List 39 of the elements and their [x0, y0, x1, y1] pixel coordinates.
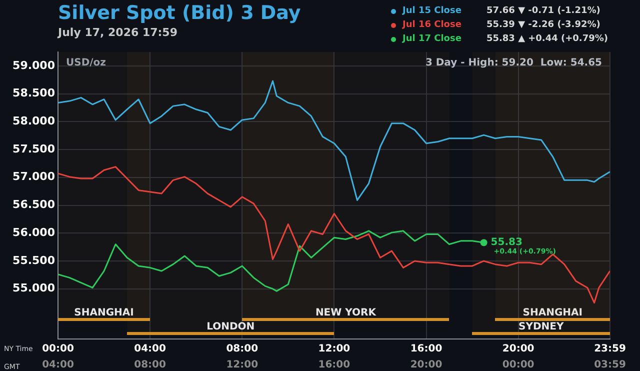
x2-tick-label: 08:00 — [134, 360, 166, 371]
y-tick-label: 57.500 — [12, 142, 56, 156]
band-label: LONDON — [206, 322, 255, 333]
x-tick-label: 23:59 — [594, 344, 626, 355]
chart-subtitle: July 17, 2026 17:59 — [58, 26, 178, 39]
legend-label: Jul 17 Close — [402, 33, 462, 46]
y-tick-label: 55.500 — [12, 254, 56, 267]
band-label: SHANGHAI — [74, 308, 134, 319]
y-tick-label: 56.500 — [12, 198, 56, 212]
band-label: SHANGHAI — [522, 308, 583, 319]
text: 55.39 ▼ -2.26 (-3.92%) — [486, 19, 600, 32]
x-tick-label: 04:00 — [134, 344, 166, 355]
x-tick-label: 00:00 — [42, 344, 74, 355]
x2-tick-label: 16:00 — [318, 360, 350, 371]
x-tick-label: 16:00 — [410, 344, 442, 355]
y-tick-label: 57.000 — [12, 170, 56, 184]
annotation: USD/oz — [66, 58, 106, 69]
text: 57.66 ▼ -0.71 (-1.21%) — [486, 5, 600, 18]
x2-tick-label: 12:00 — [226, 360, 258, 371]
x-tick-label: 08:00 — [226, 344, 258, 355]
annotation: 3 Day - High: 59.20 Low: 54.65 — [425, 58, 602, 69]
x2-tick-label: 00:00 — [502, 360, 534, 371]
x-tick-label: 12:00 — [318, 344, 350, 355]
y-tick-label: 59.000 — [12, 58, 56, 72]
text: 55.83 ▲ +0.44 (+0.79%) — [486, 33, 608, 46]
y-tick-label: 58.000 — [12, 114, 56, 128]
legend-label: Jul 16 Close — [402, 19, 462, 32]
band-label: NEW YORK — [315, 308, 378, 319]
chart-title: Silver Spot (Bid) 3 Day — [58, 2, 301, 24]
y-tick-label: 55.000 — [12, 282, 56, 295]
legend-label: Jul 15 Close — [402, 5, 462, 18]
annotation: 55.83 — [490, 237, 522, 248]
x2-tick-label: 03:59 — [594, 360, 626, 371]
band-label: SYDNEY — [518, 322, 564, 333]
x-tick-label: 20:00 — [502, 344, 534, 355]
x2-tick-label: 20:00 — [410, 360, 442, 371]
y-tick-label: 58.500 — [12, 86, 56, 100]
x2-tick-label: 04:00 — [42, 360, 74, 371]
y-tick-label: 56.000 — [12, 226, 56, 239]
